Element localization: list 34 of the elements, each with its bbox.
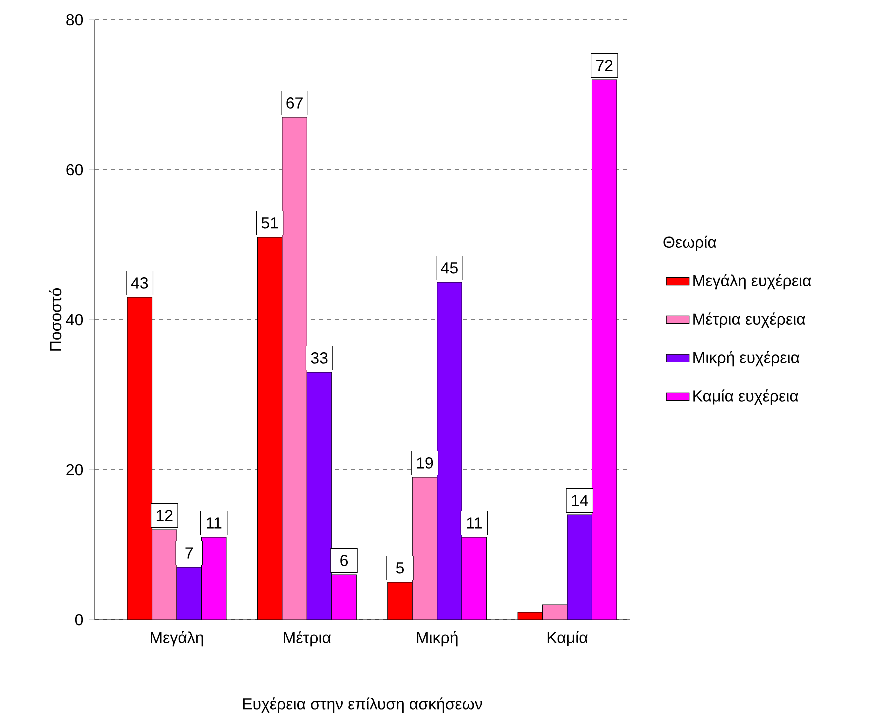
data-label: 14 <box>572 495 588 506</box>
y-tick-label: 20 <box>66 464 84 476</box>
y-tick-label: 60 <box>66 164 84 176</box>
x-tick-label: Μικρή <box>417 631 458 647</box>
legend-label: Καμία ευχέρεια <box>694 390 798 406</box>
data-label: 12 <box>156 510 173 522</box>
legend-label: Μικρή ευχέρεια <box>694 351 800 367</box>
data-label: 33 <box>311 352 328 364</box>
y-axis-title: Ποσοστό <box>49 288 62 351</box>
y-tick-label: 40 <box>66 314 84 326</box>
data-label: 67 <box>286 98 303 109</box>
data-label: 72 <box>596 60 613 72</box>
x-tick-label: Καμία <box>548 631 588 646</box>
data-label: 51 <box>262 218 278 229</box>
legend-title: Θεωρία <box>664 236 717 252</box>
legend-label: Μέτρια ευχέρεια <box>694 312 806 328</box>
data-label: 7 <box>186 548 194 559</box>
data-label: 11 <box>467 518 482 529</box>
y-tick-label: 0 <box>75 614 84 626</box>
data-label: 5 <box>396 562 404 574</box>
x-tick-label: Μέτρια <box>284 631 332 647</box>
bar <box>437 282 462 620</box>
bar <box>177 567 202 620</box>
bar <box>567 514 593 620</box>
x-axis-title: Ευχέρεια στην επίλυση ασκήσεων <box>243 698 482 713</box>
data-label: 19 <box>417 458 434 469</box>
bar <box>307 372 332 620</box>
data-label: 11 <box>207 518 222 529</box>
data-label: 6 <box>340 555 348 566</box>
x-tick-label: Μεγάλη <box>151 631 204 647</box>
data-label: 45 <box>441 262 458 274</box>
data-label: 43 <box>131 278 148 289</box>
legend-label: Μεγάλη ευχέρεια <box>694 274 812 290</box>
y-tick-label: 80 <box>66 14 84 26</box>
